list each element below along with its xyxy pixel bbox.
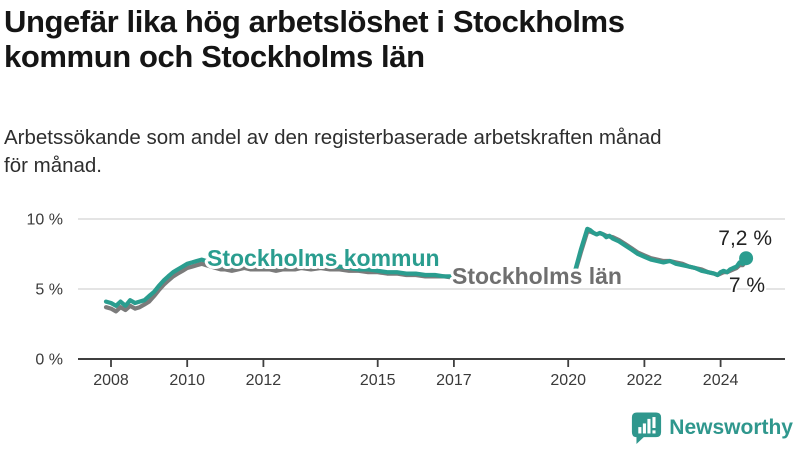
- series-line-lan: [103, 229, 749, 314]
- end-value-label-kommun: 7,2 %: [718, 227, 772, 250]
- newsworthy-logo-text: Newsworthy: [669, 416, 793, 439]
- chart-subtitle: Arbetssökande som andel av den registerb…: [4, 124, 794, 179]
- y-axis-label: 5 %: [35, 282, 63, 299]
- logo-exclamation-bar: [652, 417, 656, 428]
- page-title-line1: Ungefär lika hög arbetslöshet i Stockhol…: [4, 4, 625, 39]
- end-value-label-lan: 7 %: [729, 274, 765, 297]
- chart-generated-layer: 0 % 5 % 10 % 2008 2010 2012 2015 2017 2020 2022 20…: [27, 212, 785, 389]
- x-tick-label: 2010: [169, 372, 205, 389]
- logo-bar-large: [647, 418, 651, 434]
- page-title: Ungefär lika hög arbetslöshet i Stockhol…: [4, 4, 784, 74]
- logo-bar-medium: [643, 423, 647, 434]
- newsworthy-logo-icon: [632, 412, 662, 444]
- page-title-line2: kommun och Stockholms län: [4, 39, 425, 74]
- line-chart: 0 % 5 % 10 % 2008 2010 2012 2015 2017 2020 2022 20…: [27, 212, 785, 389]
- logo-exclamation-dot: [652, 430, 656, 434]
- y-axis-label: 10 %: [27, 212, 63, 229]
- series-end-dot: [739, 251, 754, 266]
- series-line-kommun: [103, 226, 749, 308]
- chart-subtitle-line1: Arbetssökande som andel av den registerb…: [4, 126, 662, 149]
- x-tick-label: 2008: [93, 372, 129, 389]
- logo-bar-small: [638, 427, 642, 434]
- logo-bubble-shape: [632, 412, 662, 444]
- chart-subtitle-line2: för månad.: [4, 153, 102, 177]
- x-tick-label: 2020: [550, 372, 586, 389]
- series-label-stockholms-kommun: Stockholms kommun: [207, 245, 440, 271]
- x-tick-label: 2015: [360, 372, 396, 389]
- x-tick-label: 2024: [703, 372, 739, 389]
- y-axis-label: 0 %: [35, 352, 63, 369]
- x-tick-label: 2022: [627, 372, 663, 389]
- x-tick-label: 2012: [246, 372, 282, 389]
- series-label-stockholms-lan: Stockholms län: [452, 263, 622, 289]
- x-tick-label: 2017: [436, 372, 472, 389]
- newsworthy-logo: Newsworthy: [631, 411, 793, 445]
